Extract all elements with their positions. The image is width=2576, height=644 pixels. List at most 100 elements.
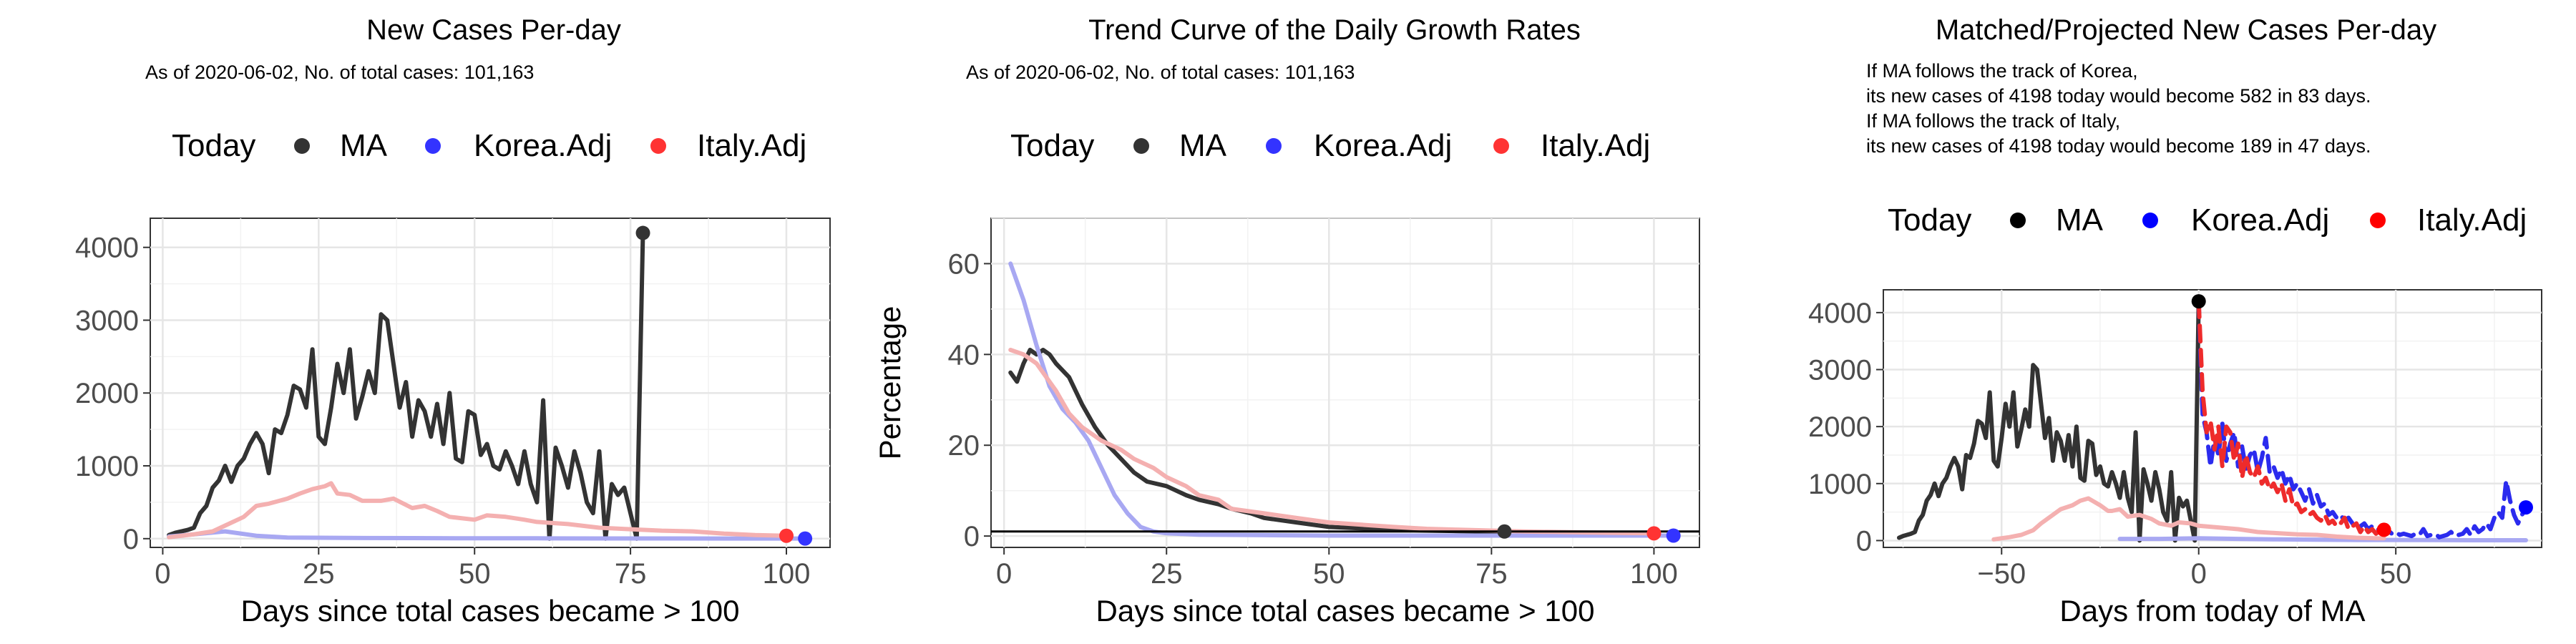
panel-new-cases: New Cases Per-day As of 2020-06-02, No. … — [75, 14, 831, 628]
series-line-korea-adj — [167, 529, 808, 541]
chart-title: Matched/Projected New Cases Per-day — [1936, 14, 2436, 46]
today-point-italy-adj — [2376, 522, 2391, 537]
y-tick-label: 1000 — [75, 451, 139, 482]
x-ticks: −50 0 50 — [1977, 547, 2411, 590]
x-ticks: 0 25 50 75 100 — [155, 547, 810, 590]
plot-panel — [150, 218, 831, 548]
today-point-ma — [1497, 524, 1512, 539]
legend-label-korea: Korea.Adj — [474, 128, 612, 163]
x-tick-label: 75 — [615, 558, 647, 590]
legend-label-ma: MA — [340, 128, 388, 163]
legend-dot-italy — [2370, 213, 2386, 228]
x-tick-label: 0 — [155, 558, 170, 590]
legend-label-italy: Italy.Adj — [1541, 128, 1650, 163]
series-line-korea-adj — [2117, 536, 2528, 542]
y-ticks: 0 20 40 60 — [948, 248, 991, 552]
legend-title: Today — [1888, 203, 1971, 238]
x-tick-label: 50 — [2380, 558, 2412, 590]
legend-label-korea: Korea.Adj — [2191, 203, 2329, 238]
x-ticks: 0 25 50 75 100 — [996, 547, 1678, 590]
y-ticks: 0 1000 2000 3000 4000 — [75, 233, 150, 555]
y-tick-label: 20 — [948, 430, 980, 462]
x-tick-label: 50 — [459, 558, 491, 590]
series-line-ma — [1897, 299, 2201, 543]
series-line-italy-adj — [1991, 496, 2386, 542]
y-axis-label: Percentage — [873, 306, 907, 460]
series-line-italy-adj — [167, 481, 789, 540]
y-tick-label: 1000 — [1808, 469, 1872, 500]
chart-subtitle: As of 2020-06-02, No. of total cases: 10… — [145, 62, 534, 83]
panel-growth-rates: Trend Curve of the Daily Growth Rates As… — [873, 14, 1700, 628]
legend-dot-italy — [650, 138, 666, 154]
legend-dot-korea — [425, 138, 441, 154]
legend-dot-korea — [2142, 213, 2158, 228]
y-tick-label: 4000 — [1808, 298, 1872, 329]
series — [991, 261, 1699, 538]
plot-panel — [990, 218, 1700, 548]
y-tick-label: 3000 — [1808, 355, 1872, 386]
today-point-ma — [635, 225, 650, 240]
today-point-ma — [2191, 294, 2206, 309]
x-axis-label: Days from today of MA — [2059, 594, 2365, 628]
x-tick-label: 100 — [1630, 558, 1678, 590]
y-tick-label: 60 — [948, 248, 980, 280]
legend: Today MA Korea.Adj Italy.Adj — [172, 128, 806, 163]
series — [1897, 299, 2528, 543]
x-tick-label: 25 — [303, 558, 335, 590]
today-points — [1497, 524, 1681, 543]
legend-dot-ma — [1133, 138, 1149, 154]
y-tick-label: 2000 — [75, 378, 139, 409]
today-point-korea-adj — [798, 531, 813, 546]
legend-dot-ma — [294, 138, 310, 154]
annotation-line-4: its new cases of 4198 today would become… — [1866, 135, 2371, 157]
y-tick-label: 40 — [948, 339, 980, 371]
y-ticks: 0 1000 2000 3000 4000 — [1808, 298, 1883, 557]
y-tick-label: 0 — [123, 524, 139, 555]
legend-dot-korea — [1266, 138, 1282, 154]
y-tick-label: 3000 — [75, 305, 139, 336]
legend-title: Today — [1010, 128, 1094, 163]
y-tick-label: 2000 — [1808, 411, 1872, 443]
legend-label-italy: Italy.Adj — [2417, 203, 2527, 238]
today-point-korea-adj — [1666, 528, 1681, 543]
chart-subtitle: As of 2020-06-02, No. of total cases: 10… — [966, 62, 1355, 83]
annotation-line-3: If MA follows the track of Italy, — [1866, 110, 2120, 132]
x-tick-label: 50 — [1313, 558, 1345, 590]
chart-title: New Cases Per-day — [366, 14, 621, 46]
series-line-ma — [1008, 348, 1507, 534]
legend: Today MA Korea.Adj Italy.Adj — [1888, 203, 2527, 238]
legend: Today MA Korea.Adj Italy.Adj — [1010, 128, 1650, 163]
annotation-line-1: If MA follows the track of Korea, — [1866, 60, 2138, 82]
x-axis-label: Days since total cases became > 100 — [241, 594, 740, 628]
today-points — [635, 225, 813, 546]
x-tick-label: 0 — [2191, 558, 2207, 590]
legend-label-ma: MA — [1179, 128, 1227, 163]
x-tick-label: 100 — [763, 558, 811, 590]
legend-label-korea: Korea.Adj — [1314, 128, 1452, 163]
series-line-italy-adj-projected — [2196, 299, 2386, 536]
legend-label-italy: Italy.Adj — [697, 128, 806, 163]
x-tick-label: 75 — [1475, 558, 1508, 590]
plot-panel — [1883, 289, 2542, 548]
x-tick-label: 0 — [996, 558, 1012, 590]
chart-title: Trend Curve of the Daily Growth Rates — [1088, 14, 1581, 46]
series-line-korea-adj-projected — [2196, 299, 2528, 540]
panel-projected: Matched/Projected New Cases Per-day If M… — [1808, 14, 2542, 628]
today-point-italy-adj — [779, 528, 794, 543]
x-tick-label: −50 — [1977, 558, 2026, 590]
legend-title: Today — [172, 128, 255, 163]
legend-dot-italy — [1493, 138, 1509, 154]
annotation-line-2: its new cases of 4198 today would become… — [1866, 85, 2371, 107]
y-tick-label: 0 — [1856, 525, 1872, 557]
x-tick-label: 25 — [1151, 558, 1183, 590]
legend-dot-ma — [2010, 213, 2026, 228]
today-point-korea-adj — [2518, 500, 2533, 515]
today-point-italy-adj — [1646, 526, 1662, 541]
series-line-ma — [167, 230, 645, 541]
y-tick-label: 4000 — [75, 233, 139, 264]
series-line-korea-adj — [1008, 261, 1676, 538]
today-points — [2191, 294, 2533, 537]
series — [167, 230, 808, 541]
y-tick-label: 0 — [964, 521, 980, 552]
